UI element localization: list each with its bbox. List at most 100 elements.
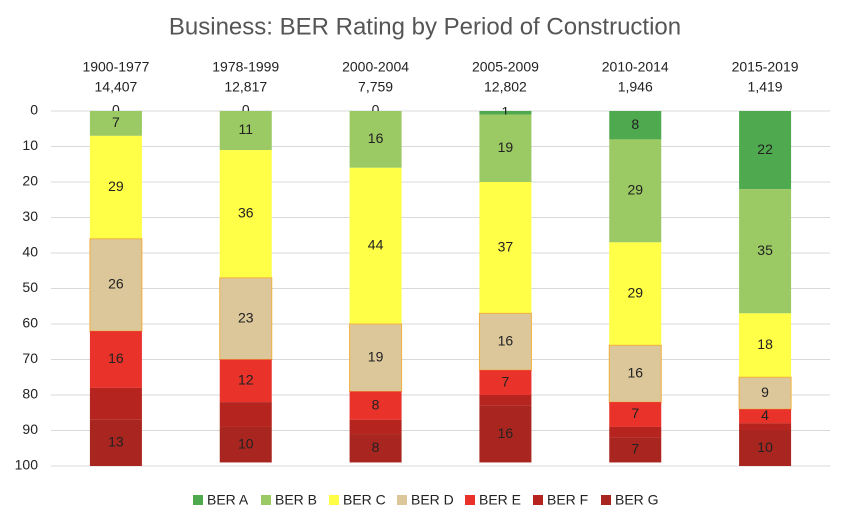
bar-segment (89, 135, 142, 239)
x-tick-label: 2000-2004 (342, 59, 409, 75)
bar-segment (479, 395, 532, 406)
bar-segment (739, 423, 792, 431)
bar-segment (739, 111, 792, 190)
bar-segment (89, 387, 142, 420)
bar-segment (478, 312, 532, 371)
y-tick-label: 0 (30, 102, 38, 118)
bar-segment (349, 111, 402, 168)
y-tick-label: 50 (22, 279, 38, 295)
bar-segment (609, 139, 662, 243)
data-label: 12 (238, 372, 254, 388)
legend-swatch (533, 495, 543, 505)
bar-segment (219, 359, 272, 403)
data-label: 16 (498, 425, 514, 441)
bar-segment (608, 344, 662, 403)
y-tick-label: 60 (22, 315, 38, 331)
data-label: 7 (112, 114, 120, 130)
legend-label: BER D (411, 492, 454, 508)
x-tick-label: 2005-2009 (472, 59, 539, 75)
bar-segment (739, 189, 792, 314)
legend-label: BER E (479, 492, 521, 508)
bar-segment (609, 402, 662, 427)
bar-segment (479, 182, 532, 314)
data-label: 7 (502, 373, 510, 389)
bar-segment (89, 111, 142, 136)
y-tick-label: 90 (22, 421, 38, 437)
data-label: 23 (238, 309, 254, 325)
data-label: 8 (631, 116, 639, 132)
data-label: 16 (498, 332, 514, 348)
legend-label: BER G (615, 492, 659, 508)
x-tick-label: 2015-2019 (732, 59, 799, 75)
data-label: 19 (368, 348, 384, 364)
bar-segment (349, 391, 402, 420)
y-tick-label: 40 (22, 244, 38, 260)
x-tick-count: 14,407 (95, 79, 138, 95)
data-label: 16 (627, 364, 643, 380)
x-tick-count: 12,817 (224, 79, 267, 95)
y-tick-label: 70 (22, 350, 38, 366)
legend-label: BER A (207, 492, 249, 508)
data-label: 0 (372, 102, 380, 118)
data-label: 29 (627, 285, 643, 301)
chart-title: Business: BER Rating by Period of Constr… (169, 13, 681, 40)
legend-swatch (601, 495, 611, 505)
bar-segment (219, 402, 272, 427)
bar-segment (479, 111, 532, 115)
data-label: 18 (757, 336, 773, 352)
y-tick-label: 20 (22, 173, 38, 189)
bar-segment (609, 111, 662, 140)
bar-segment (479, 370, 532, 395)
y-tick-label: 30 (22, 208, 38, 224)
x-tick-count: 1,419 (748, 79, 783, 95)
data-label: 44 (368, 237, 384, 253)
bar-segment (739, 313, 792, 378)
legend-label: BER F (547, 492, 588, 508)
legend-swatch (329, 495, 339, 505)
bar-segment (219, 426, 272, 463)
data-label: 22 (757, 141, 773, 157)
legend-swatch (193, 495, 203, 505)
data-label: 37 (498, 238, 514, 254)
bar-segment (219, 150, 272, 278)
legend-swatch (397, 495, 407, 505)
data-label: 0 (242, 102, 250, 118)
y-tick-label: 10 (22, 137, 38, 153)
bar-segment (89, 331, 142, 388)
bar-segment (609, 242, 662, 346)
data-label: 10 (757, 439, 773, 455)
data-label: 1 (502, 103, 510, 119)
bar-segment (609, 426, 662, 438)
data-label: 8 (372, 439, 380, 455)
data-label: 26 (108, 276, 124, 292)
x-tick-label: 1900-1977 (82, 59, 149, 75)
data-label: 9 (761, 384, 769, 400)
bar-segment (349, 323, 403, 392)
bar-segment (219, 111, 272, 151)
data-label: 16 (368, 130, 384, 146)
legend-label: BER C (343, 492, 386, 508)
y-tick-label: 80 (22, 386, 38, 402)
x-tick-count: 1,946 (618, 79, 653, 95)
bar-segment (738, 376, 792, 410)
data-label: 36 (238, 205, 254, 221)
data-label: 0 (112, 102, 120, 118)
data-label: 11 (238, 121, 253, 137)
bar-segment (609, 437, 662, 463)
data-label: 8 (372, 396, 380, 412)
data-label: 29 (627, 182, 643, 198)
data-label: 16 (108, 350, 124, 366)
legend-label: BER B (275, 492, 317, 508)
data-label: 35 (757, 242, 773, 258)
bar-segment (349, 434, 402, 463)
data-label: 10 (238, 435, 254, 451)
bar-segment (349, 419, 402, 435)
x-tick-label: 1978-1999 (212, 59, 279, 75)
bar-segment (89, 419, 142, 466)
data-label: 13 (108, 434, 124, 450)
bar-segment (739, 409, 792, 424)
x-tick-count: 7,759 (358, 79, 393, 95)
data-label: 4 (761, 407, 769, 423)
bar-segment (479, 114, 532, 182)
